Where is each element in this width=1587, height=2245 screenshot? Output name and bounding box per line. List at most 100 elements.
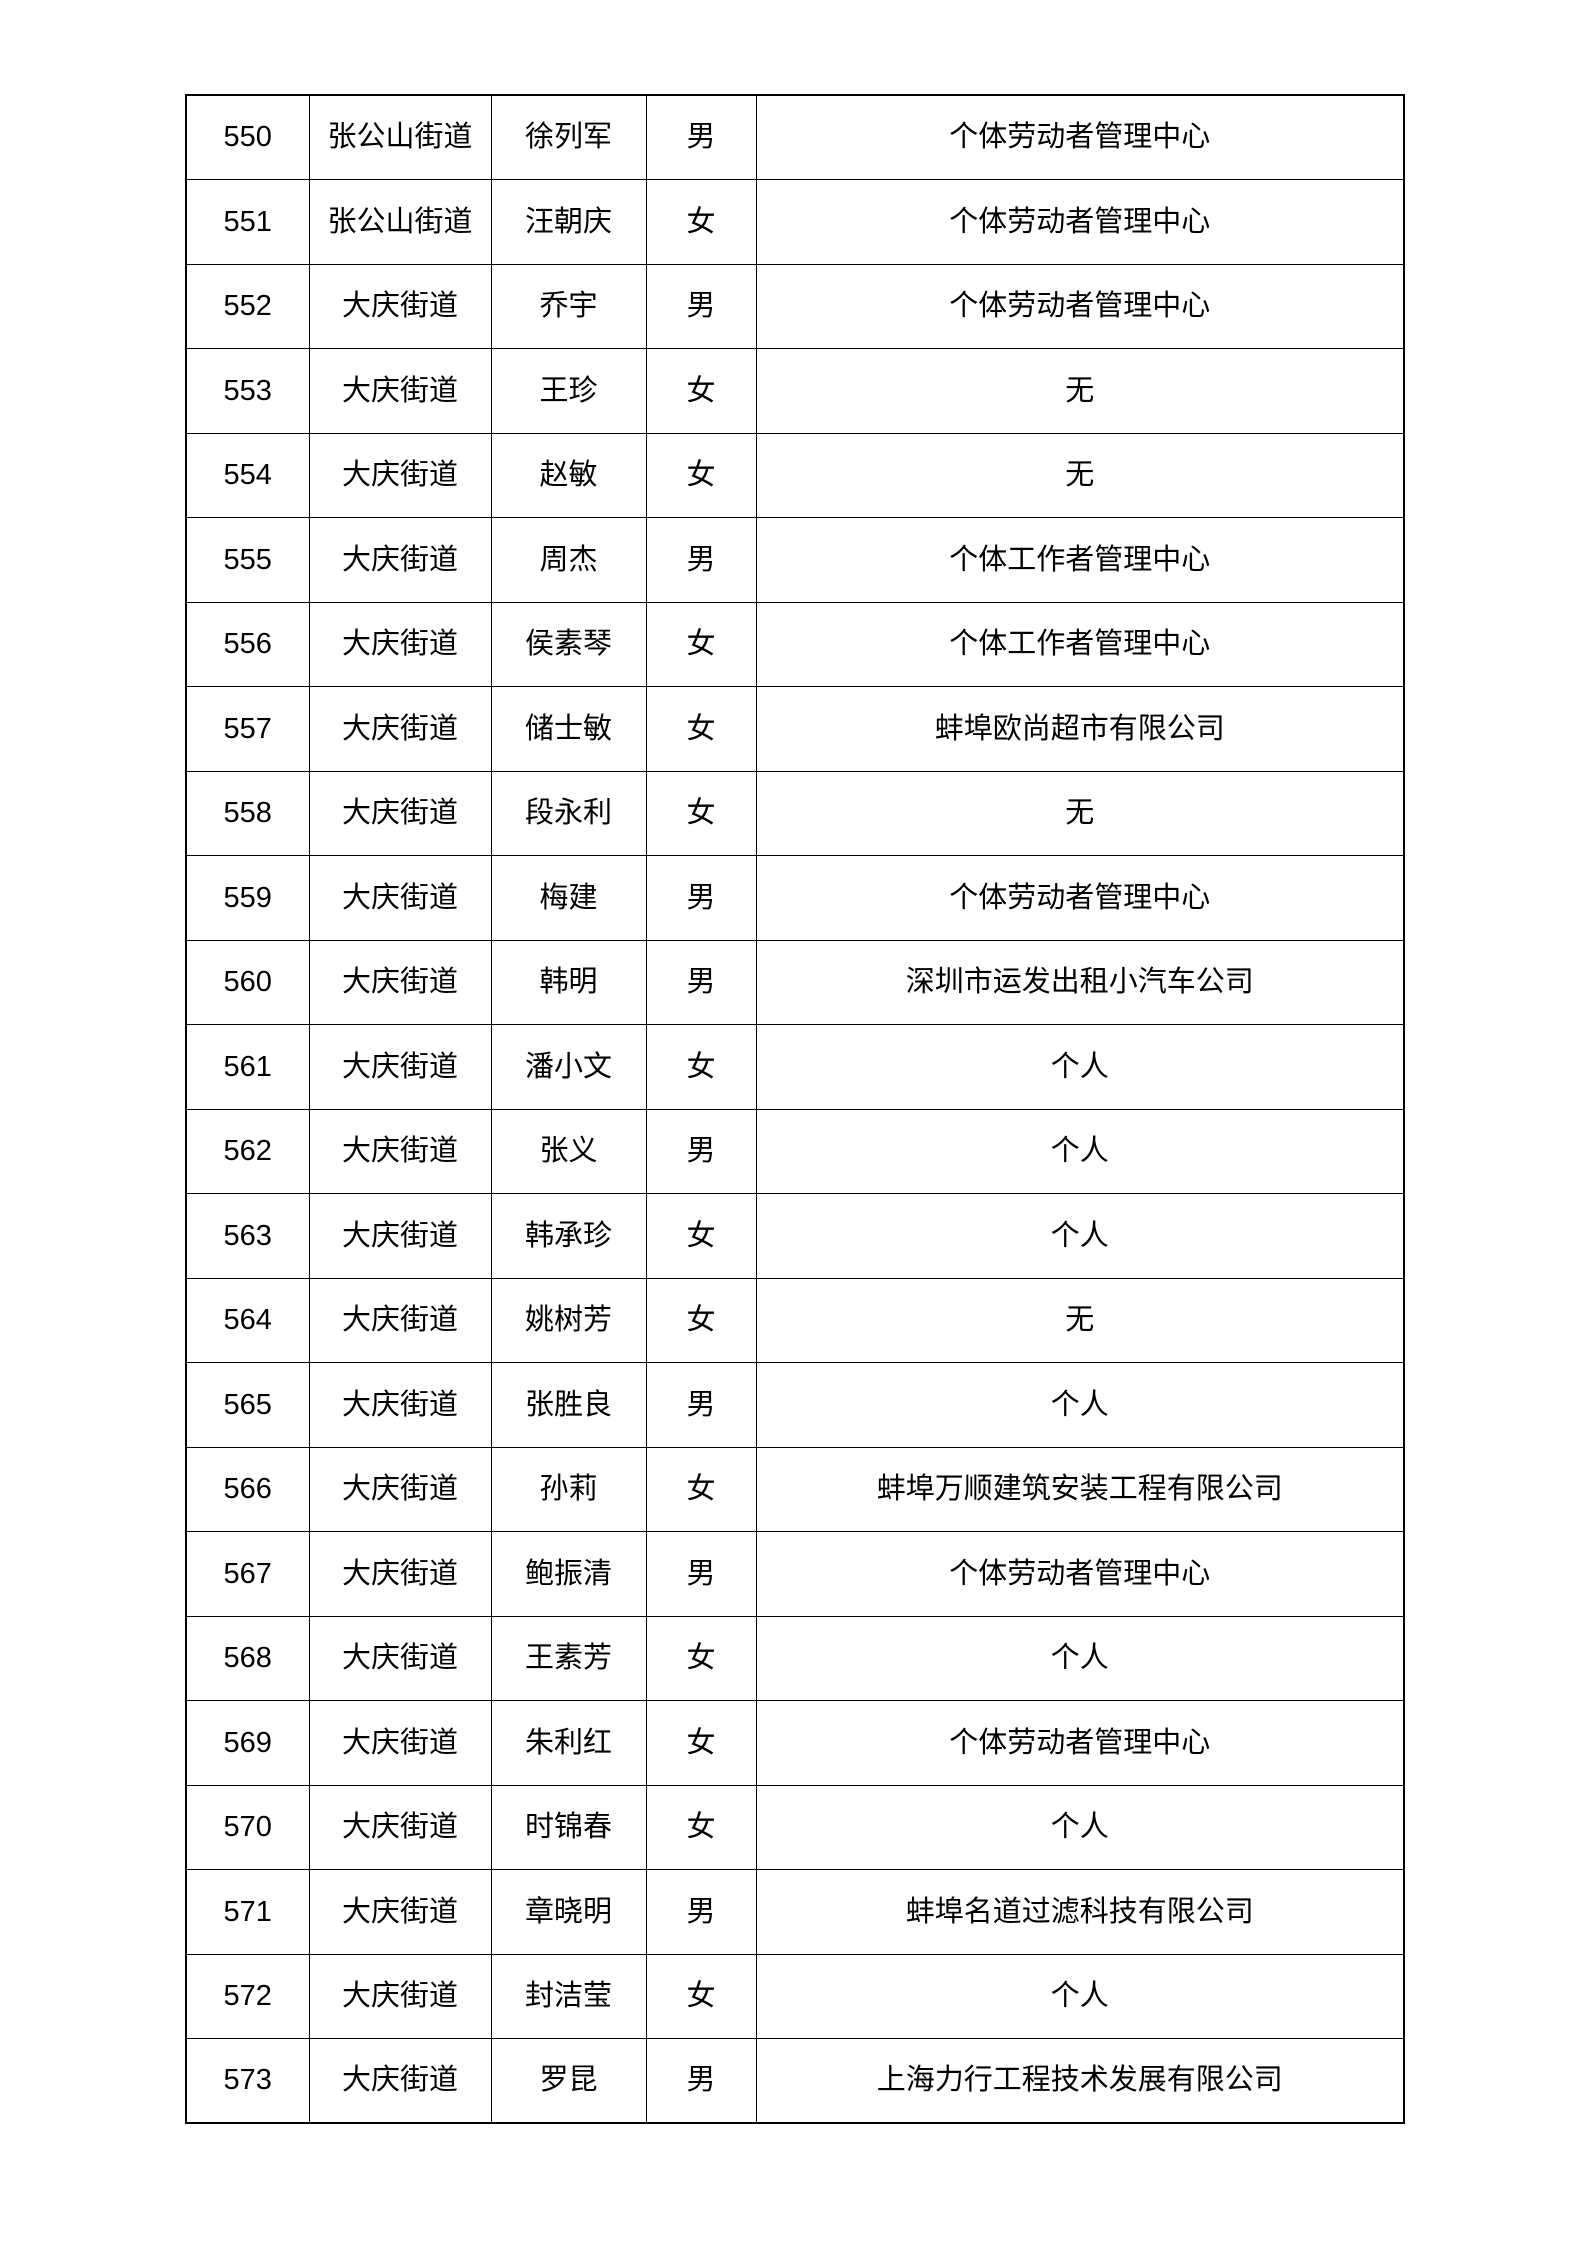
street-cell: 大庆街道 [308, 1362, 492, 1448]
table-row: 560 大庆街道 韩明 男 深圳市运发出租小汽车公司 [185, 939, 1405, 1025]
serial-number-cell: 555 [185, 517, 310, 603]
gender-cell: 男 [645, 94, 757, 180]
organization-cell: 无 [755, 770, 1405, 856]
gender-cell: 女 [645, 1784, 757, 1870]
serial-number-cell: 569 [185, 1700, 310, 1786]
name-cell: 孙莉 [490, 1446, 647, 1532]
organization-cell: 个体工作者管理中心 [755, 601, 1405, 687]
gender-cell: 女 [645, 686, 757, 772]
gender-cell: 男 [645, 2038, 757, 2124]
name-cell: 韩明 [490, 939, 647, 1025]
gender-cell: 女 [645, 770, 757, 856]
name-cell: 侯素琴 [490, 601, 647, 687]
street-cell: 大庆街道 [308, 2038, 492, 2124]
street-cell: 大庆街道 [308, 1615, 492, 1701]
serial-number-cell: 550 [185, 94, 310, 180]
name-cell: 王素芳 [490, 1615, 647, 1701]
personnel-table: 550 张公山街道 徐列军 男 个体劳动者管理中心 551 张公山街道 汪朝庆 … [185, 94, 1405, 2124]
table-row: 554 大庆街道 赵敏 女 无 [185, 432, 1405, 518]
table-row: 551 张公山街道 汪朝庆 女 个体劳动者管理中心 [185, 179, 1405, 265]
street-cell: 大庆街道 [308, 770, 492, 856]
name-cell: 时锦春 [490, 1784, 647, 1870]
street-cell: 大庆街道 [308, 348, 492, 434]
street-cell: 大庆街道 [308, 263, 492, 349]
gender-cell: 女 [645, 1615, 757, 1701]
gender-cell: 男 [645, 263, 757, 349]
serial-number-cell: 572 [185, 1953, 310, 2039]
street-cell: 大庆街道 [308, 517, 492, 603]
gender-cell: 女 [645, 1700, 757, 1786]
table-row: 559 大庆街道 梅建 男 个体劳动者管理中心 [185, 855, 1405, 941]
organization-cell: 个体劳动者管理中心 [755, 1531, 1405, 1617]
serial-number-cell: 562 [185, 1108, 310, 1194]
street-cell: 大庆街道 [308, 686, 492, 772]
street-cell: 大庆街道 [308, 1277, 492, 1363]
name-cell: 朱利红 [490, 1700, 647, 1786]
name-cell: 储士敏 [490, 686, 647, 772]
street-cell: 大庆街道 [308, 1869, 492, 1955]
street-cell: 大庆街道 [308, 1953, 492, 2039]
street-cell: 大庆街道 [308, 1193, 492, 1279]
name-cell: 梅建 [490, 855, 647, 941]
organization-cell: 个人 [755, 1108, 1405, 1194]
serial-number-cell: 566 [185, 1446, 310, 1532]
organization-cell: 个人 [755, 1953, 1405, 2039]
organization-cell: 蚌埠欧尚超市有限公司 [755, 686, 1405, 772]
table-row: 571 大庆街道 章晓明 男 蚌埠名道过滤科技有限公司 [185, 1869, 1405, 1955]
street-cell: 张公山街道 [308, 94, 492, 180]
organization-cell: 个人 [755, 1024, 1405, 1110]
name-cell: 段永利 [490, 770, 647, 856]
organization-cell: 个体劳动者管理中心 [755, 855, 1405, 941]
serial-number-cell: 567 [185, 1531, 310, 1617]
name-cell: 徐列军 [490, 94, 647, 180]
table-row: 568 大庆街道 王素芳 女 个人 [185, 1615, 1405, 1701]
name-cell: 张义 [490, 1108, 647, 1194]
table-row: 565 大庆街道 张胜良 男 个人 [185, 1362, 1405, 1448]
name-cell: 潘小文 [490, 1024, 647, 1110]
name-cell: 姚树芳 [490, 1277, 647, 1363]
street-cell: 大庆街道 [308, 1700, 492, 1786]
gender-cell: 女 [645, 179, 757, 265]
street-cell: 大庆街道 [308, 939, 492, 1025]
serial-number-cell: 561 [185, 1024, 310, 1110]
gender-cell: 男 [645, 517, 757, 603]
organization-cell: 个体工作者管理中心 [755, 517, 1405, 603]
table-row: 562 大庆街道 张义 男 个人 [185, 1108, 1405, 1194]
organization-cell: 无 [755, 1277, 1405, 1363]
name-cell: 鲍振清 [490, 1531, 647, 1617]
table-row: 573 大庆街道 罗昆 男 上海力行工程技术发展有限公司 [185, 2038, 1405, 2124]
gender-cell: 女 [645, 1193, 757, 1279]
serial-number-cell: 556 [185, 601, 310, 687]
table-row: 572 大庆街道 封洁莹 女 个人 [185, 1953, 1405, 2039]
serial-number-cell: 560 [185, 939, 310, 1025]
street-cell: 大庆街道 [308, 1108, 492, 1194]
serial-number-cell: 573 [185, 2038, 310, 2124]
organization-cell: 个人 [755, 1193, 1405, 1279]
gender-cell: 男 [645, 1362, 757, 1448]
gender-cell: 男 [645, 1531, 757, 1617]
table-row: 570 大庆街道 时锦春 女 个人 [185, 1784, 1405, 1870]
table-row: 556 大庆街道 侯素琴 女 个体工作者管理中心 [185, 601, 1405, 687]
name-cell: 周杰 [490, 517, 647, 603]
gender-cell: 女 [645, 1024, 757, 1110]
serial-number-cell: 554 [185, 432, 310, 518]
organization-cell: 个人 [755, 1784, 1405, 1870]
organization-cell: 个体劳动者管理中心 [755, 263, 1405, 349]
table-row: 557 大庆街道 储士敏 女 蚌埠欧尚超市有限公司 [185, 686, 1405, 772]
serial-number-cell: 571 [185, 1869, 310, 1955]
organization-cell: 无 [755, 432, 1405, 518]
street-cell: 大庆街道 [308, 601, 492, 687]
table-row: 555 大庆街道 周杰 男 个体工作者管理中心 [185, 517, 1405, 603]
name-cell: 乔宇 [490, 263, 647, 349]
personnel-table-body: 550 张公山街道 徐列军 男 个体劳动者管理中心 551 张公山街道 汪朝庆 … [185, 94, 1405, 2124]
gender-cell: 男 [645, 855, 757, 941]
serial-number-cell: 558 [185, 770, 310, 856]
name-cell: 封洁莹 [490, 1953, 647, 2039]
serial-number-cell: 557 [185, 686, 310, 772]
street-cell: 大庆街道 [308, 1784, 492, 1870]
table-row: 558 大庆街道 段永利 女 无 [185, 770, 1405, 856]
serial-number-cell: 570 [185, 1784, 310, 1870]
organization-cell: 蚌埠名道过滤科技有限公司 [755, 1869, 1405, 1955]
name-cell: 韩承珍 [490, 1193, 647, 1279]
name-cell: 章晓明 [490, 1869, 647, 1955]
